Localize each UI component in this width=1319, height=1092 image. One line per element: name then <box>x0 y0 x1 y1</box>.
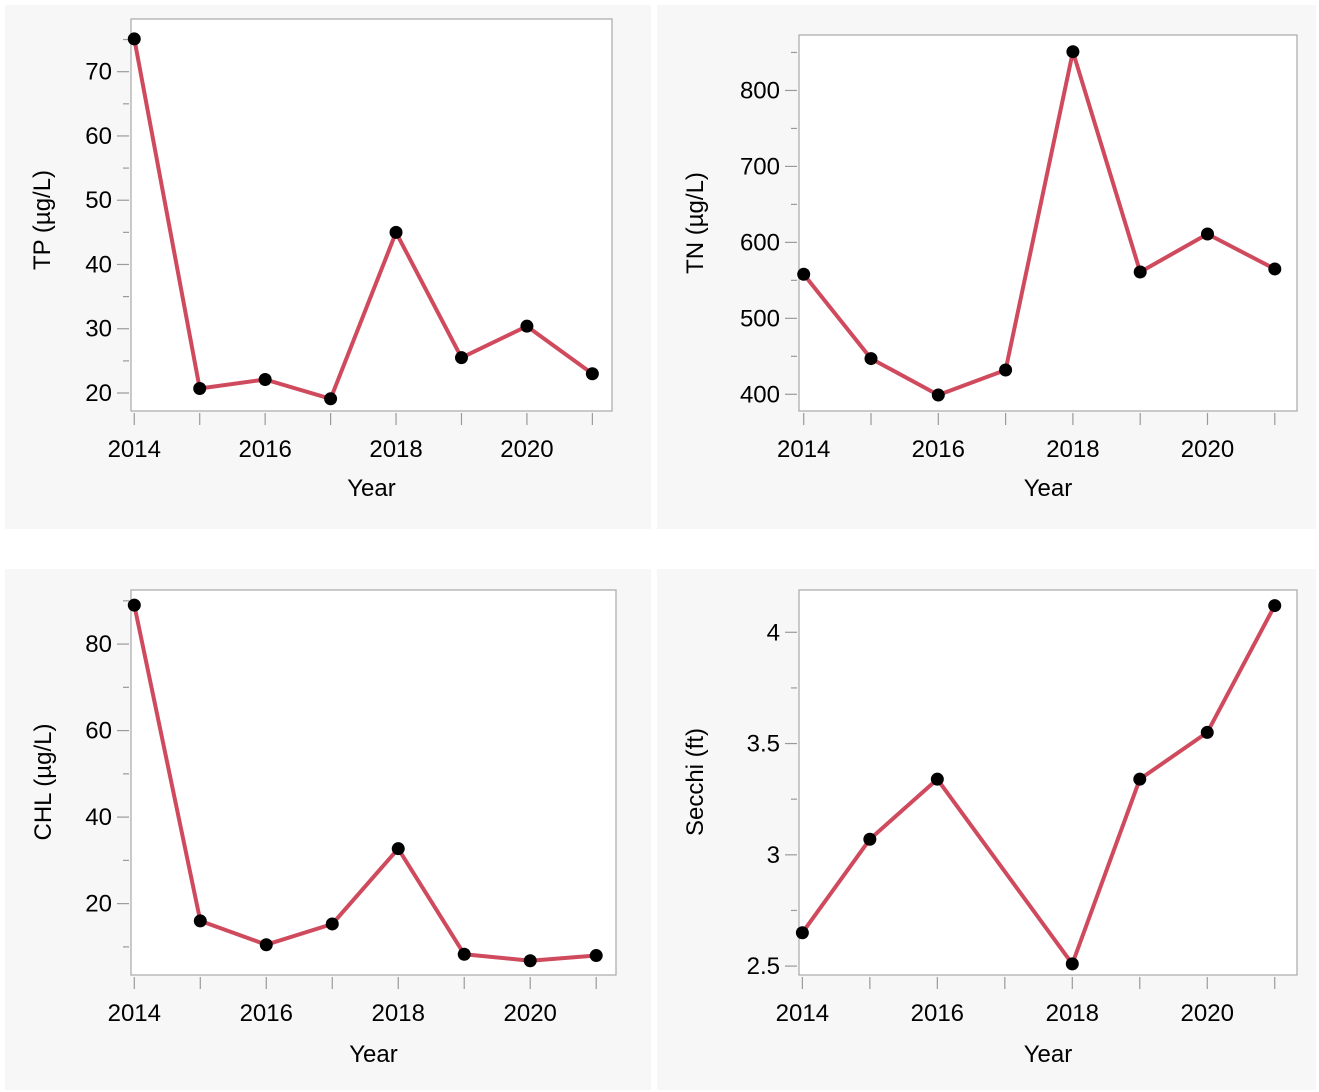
y-tick-label: 2.5 <box>747 953 780 980</box>
y-tick-label: 40 <box>85 804 112 831</box>
y-tick-label: 20 <box>85 380 112 407</box>
x-tick-label: 2020 <box>1181 436 1234 463</box>
x-axis-label: Year <box>1024 1041 1073 1068</box>
plot-area <box>798 34 1298 412</box>
x-tick-label: 2020 <box>504 1000 557 1027</box>
y-tick-label: 3.5 <box>747 731 780 758</box>
series-line <box>132 603 599 963</box>
y-axis-label: CHL (µg/L) <box>30 724 57 841</box>
data-point <box>864 352 878 366</box>
x-tick-label: 2014 <box>108 436 161 463</box>
y-tick-label: 600 <box>740 229 780 256</box>
y-tick-label: 4 <box>767 619 780 646</box>
data-point <box>1065 957 1079 971</box>
y-tick-label: 800 <box>740 77 780 104</box>
y-tick-label: 60 <box>85 123 112 150</box>
data-point <box>1066 45 1080 59</box>
data-point <box>795 926 809 940</box>
x-axis-label: Year <box>349 1041 398 1068</box>
plot-area <box>130 18 613 412</box>
x-tick-label: 2014 <box>776 1000 829 1027</box>
x-axis-label: Year <box>1024 475 1073 502</box>
x-axis-label: Year <box>347 475 396 502</box>
chart-secchi: 2014 2016 2018 2020 2.5 3 3.5 4 Year Secchi (ft) <box>682 589 1298 1068</box>
plot-area <box>130 589 617 976</box>
data-point <box>930 772 944 786</box>
x-tick-label: 2018 <box>372 1000 425 1027</box>
data-point <box>1200 227 1214 241</box>
x-tick-label: 2016 <box>911 1000 964 1027</box>
data-point <box>259 938 273 952</box>
data-point <box>193 914 207 928</box>
data-point <box>391 842 405 856</box>
chart-panel-tp: 2014 2016 2018 2020 20 30 40 50 60 70 Year TP (µg/L… <box>5 5 651 529</box>
x-tick-label: 2016 <box>912 436 965 463</box>
data-point <box>389 225 403 239</box>
series-line <box>801 49 1277 397</box>
y-axis-label: Secchi (ft) <box>682 728 709 836</box>
data-point <box>325 917 339 931</box>
x-tick-label: 2020 <box>1181 1000 1234 1027</box>
data-point <box>863 832 877 846</box>
y-tick-label: 30 <box>85 316 112 343</box>
data-point <box>193 382 207 396</box>
x-tick-label: 2018 <box>1046 1000 1099 1027</box>
data-point <box>931 388 945 402</box>
y-tick-label: 400 <box>740 381 780 408</box>
data-point <box>1268 599 1282 613</box>
data-point <box>127 32 141 46</box>
y-tick-label: 500 <box>740 305 780 332</box>
data-point <box>1268 262 1282 276</box>
y-tick-label: 3 <box>767 842 780 869</box>
data-point <box>999 363 1013 377</box>
data-point <box>127 598 141 612</box>
data-point <box>520 319 534 333</box>
plot-area <box>798 589 1298 976</box>
y-tick-label: 20 <box>85 891 112 918</box>
chart-panel-tn: 2014 2016 2018 2020 400 500 600 700 800 Year TN (µ… <box>657 5 1316 529</box>
data-point <box>457 947 471 961</box>
x-tick-label: 2016 <box>238 436 291 463</box>
data-point <box>1200 725 1214 739</box>
chart-tn: 2014 2016 2018 2020 400 500 600 700 800 Year TN (µ… <box>682 34 1298 502</box>
x-tick-label: 2014 <box>108 1000 161 1027</box>
y-tick-label: 40 <box>85 251 112 278</box>
x-tick-label: 2018 <box>1046 436 1099 463</box>
data-point <box>1133 265 1147 279</box>
y-tick-label: 50 <box>85 187 112 214</box>
chart-panel-chl: 2014 2016 2018 2020 20 40 60 80 Year CHL (µg/L) <box>5 569 651 1090</box>
y-axis-label: TN (µg/L) <box>682 172 709 274</box>
data-point <box>1133 772 1147 786</box>
data-point <box>589 949 603 963</box>
y-tick-label: 700 <box>740 153 780 180</box>
y-tick-label: 80 <box>85 631 112 658</box>
y-tick-label: 70 <box>85 59 112 86</box>
y-tick-label: 60 <box>85 718 112 745</box>
data-point <box>324 392 338 406</box>
data-point <box>454 351 468 365</box>
x-tick-label: 2018 <box>369 436 422 463</box>
x-tick-label: 2016 <box>240 1000 293 1027</box>
x-tick-label: 2014 <box>777 436 830 463</box>
y-axis-label: TP (µg/L) <box>29 170 56 270</box>
data-point <box>585 367 599 381</box>
data-point <box>523 954 537 968</box>
data-point <box>258 373 272 387</box>
data-point <box>797 267 811 281</box>
x-tick-label: 2020 <box>500 436 553 463</box>
chart-panel-secchi: 2014 2016 2018 2020 2.5 3 3.5 4 Year Secchi (ft) <box>657 569 1316 1090</box>
series-line <box>132 36 595 401</box>
